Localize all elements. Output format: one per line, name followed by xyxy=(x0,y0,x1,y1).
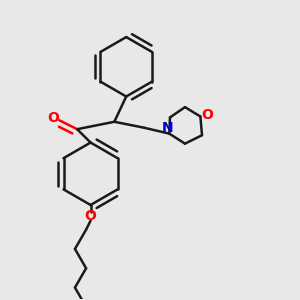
Text: O: O xyxy=(47,111,59,125)
Text: O: O xyxy=(201,108,213,122)
Text: N: N xyxy=(162,121,173,135)
Text: O: O xyxy=(85,209,97,223)
